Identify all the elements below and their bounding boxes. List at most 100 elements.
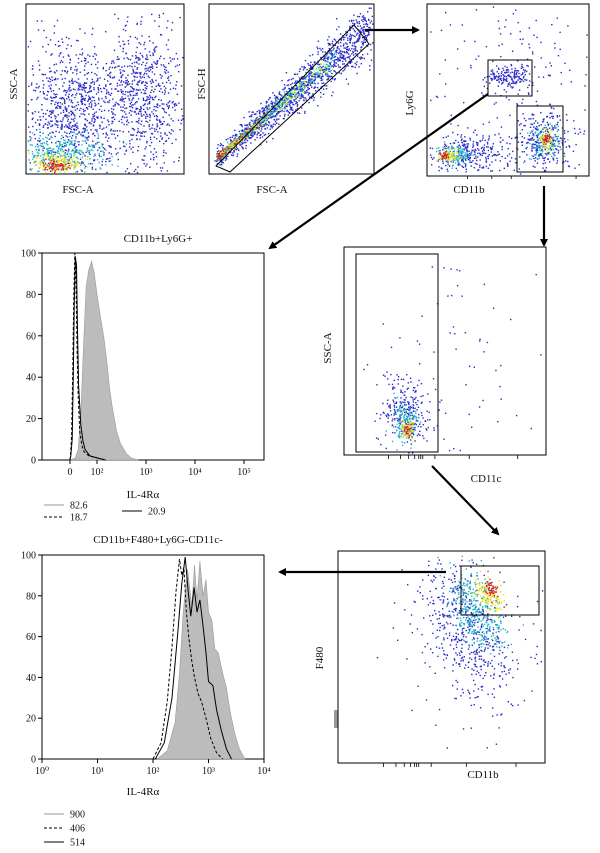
event-dot [477, 148, 479, 150]
event-dot [485, 156, 487, 159]
event-dot [141, 132, 143, 134]
event-dot [176, 64, 179, 67]
event-dot [118, 79, 120, 81]
event-dot [345, 78, 348, 80]
event-dot [306, 90, 308, 92]
event-dot [272, 92, 274, 94]
event-dot [83, 110, 85, 113]
event-dot [84, 140, 87, 142]
event-dot [259, 123, 261, 125]
event-dot [343, 58, 345, 60]
event-dot [89, 145, 91, 148]
event-dot [44, 166, 47, 169]
event-dot [457, 133, 459, 136]
event-dot [304, 67, 306, 69]
event-dot [498, 76, 500, 79]
event-dot [145, 81, 147, 83]
event-dot [65, 156, 67, 158]
event-dot [93, 112, 96, 114]
event-dot [71, 150, 73, 152]
event-dot [333, 38, 335, 40]
event-dot [47, 124, 49, 126]
event-dot [445, 165, 447, 167]
event-dot [28, 159, 30, 161]
event-dot [311, 72, 314, 75]
event-dot [108, 99, 111, 102]
event-dot [327, 70, 330, 72]
event-dot [47, 134, 50, 136]
event-dot [241, 136, 243, 139]
event-dot [38, 124, 41, 126]
event-dot [155, 151, 157, 153]
event-dot [322, 79, 324, 81]
event-dot [163, 85, 165, 88]
event-dot [55, 167, 57, 170]
event-dot [527, 92, 530, 94]
event-dot [70, 68, 72, 70]
event-dot [233, 143, 235, 145]
event-dot [552, 115, 554, 118]
event-dot [227, 155, 229, 157]
event-dot [286, 101, 288, 104]
event-dot [466, 155, 469, 157]
event-dot [364, 35, 367, 37]
event-dot [279, 103, 281, 106]
event-dot [543, 170, 546, 172]
event-dot [563, 130, 566, 132]
event-dot [84, 165, 87, 168]
event-dot [459, 146, 462, 148]
event-dot [494, 77, 496, 80]
event-dot [154, 46, 156, 48]
event-dot [159, 105, 161, 107]
event-dot [94, 143, 97, 145]
event-dot [61, 121, 63, 123]
event-dot [549, 117, 551, 119]
event-dot [522, 113, 524, 115]
event-dot [117, 165, 119, 167]
event-dot [127, 40, 129, 42]
event-dot [143, 155, 145, 157]
event-dot [314, 61, 316, 63]
event-dot [127, 121, 130, 124]
event-dot [31, 151, 34, 153]
event-dot [68, 123, 70, 125]
event-dot [563, 152, 566, 155]
event-dot [136, 68, 138, 70]
event-dot [149, 166, 151, 168]
event-dot [463, 40, 466, 42]
event-dot [71, 78, 73, 80]
event-dot [63, 163, 66, 166]
event-dot [310, 76, 313, 79]
event-dot [257, 132, 259, 135]
event-dot [241, 125, 243, 128]
event-dot [583, 130, 586, 132]
event-dot [42, 91, 45, 93]
event-dot [62, 117, 65, 119]
event-dot [122, 69, 124, 72]
event-dot [82, 108, 85, 111]
event-dot [271, 103, 273, 105]
event-dot [347, 56, 349, 59]
event-dot [43, 165, 45, 167]
event-dot [87, 61, 89, 63]
event-dot [282, 100, 284, 102]
event-dot [74, 69, 76, 71]
event-dot [573, 120, 575, 122]
event-dot [516, 104, 519, 106]
event-dot [94, 153, 96, 155]
event-dot [532, 53, 534, 55]
event-dot [57, 148, 60, 150]
event-dot [523, 117, 526, 120]
event-dot [143, 135, 146, 137]
event-dot [258, 109, 260, 112]
event-dot [360, 63, 363, 65]
event-dot [460, 156, 463, 158]
event-dot [42, 161, 45, 164]
event-dot [129, 93, 131, 96]
event-dot [298, 94, 301, 96]
event-dot [126, 82, 129, 84]
event-dot [282, 117, 285, 120]
event-dot [534, 160, 536, 162]
event-dot [143, 104, 146, 106]
event-dot [484, 77, 486, 79]
